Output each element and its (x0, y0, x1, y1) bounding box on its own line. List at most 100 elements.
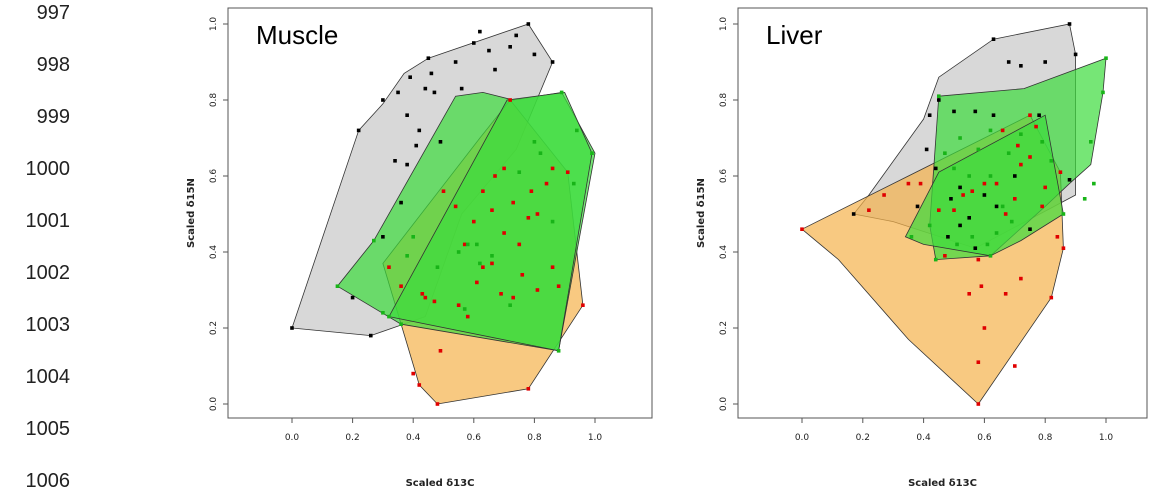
data-point (490, 261, 494, 266)
data-point (958, 136, 962, 140)
data-point (979, 284, 984, 288)
data-point (1037, 113, 1041, 117)
data-point (1040, 140, 1044, 144)
data-point (456, 303, 461, 307)
data-point (493, 67, 497, 72)
hull-3 (904, 114, 1064, 257)
data-point (1019, 162, 1023, 167)
x-tick-label: 1.0 (588, 433, 603, 443)
x-axis-label: Scaled δ13C (908, 478, 977, 489)
x-tick-label: 0.4 (406, 433, 421, 443)
data-point (556, 284, 561, 288)
data-point (475, 242, 479, 247)
data-point (976, 360, 981, 364)
line-number: 998 (36, 54, 70, 76)
data-point (481, 265, 485, 269)
data-point (535, 288, 540, 292)
data-point (994, 181, 999, 186)
data-point (918, 181, 923, 186)
data-point (381, 98, 385, 102)
data-point (399, 322, 403, 326)
y-tick-label: 1.0 (209, 17, 219, 32)
x-tick-label: 0.6 (977, 433, 992, 443)
data-point (973, 246, 978, 250)
data-point (526, 216, 531, 220)
data-point (1028, 113, 1032, 117)
line-number: 997 (36, 2, 70, 24)
data-point (462, 307, 467, 311)
data-point (958, 223, 962, 228)
data-point (435, 265, 440, 269)
x-tick-label: 0.4 (916, 433, 931, 443)
line-number: 1006 (25, 470, 71, 492)
data-point (906, 181, 911, 186)
x-tick-label: 0.8 (1038, 433, 1053, 443)
data-point (502, 166, 506, 171)
data-point (1016, 143, 1020, 148)
chart-panel-muscle: 0.0 0.2 0.4 0.6 0.8 1.0 0.0 0.2 0.4 0.6 0.8 1.0 Scal… (186, 7, 653, 489)
data-point (982, 326, 987, 330)
data-point (1073, 52, 1078, 57)
data-point (559, 90, 564, 95)
data-point (544, 181, 549, 186)
data-point (411, 235, 415, 239)
data-point (350, 295, 355, 300)
y-axis-label: Scaled δ15N (186, 178, 197, 248)
data-point (982, 181, 987, 186)
x-axis-label: Scaled δ13C (406, 478, 475, 489)
data-point (490, 208, 494, 212)
data-point (581, 303, 585, 307)
data-point (417, 128, 422, 133)
data-point (1067, 22, 1072, 26)
y-tick-label: 0.6 (719, 169, 729, 184)
data-point (991, 37, 996, 41)
data-point (915, 204, 920, 209)
data-point (988, 174, 993, 178)
data-point (405, 113, 409, 117)
data-point (414, 143, 419, 148)
data-point (943, 254, 947, 258)
data-point (909, 235, 914, 239)
data-point (478, 261, 482, 266)
data-point (556, 349, 561, 353)
data-point (575, 128, 579, 133)
data-point (472, 41, 476, 45)
y-tick-label: 1.0 (719, 17, 729, 32)
x-tick-label: 0.2 (345, 433, 359, 443)
data-point (472, 219, 476, 224)
line-numbers: 997 998 999 1000 1001 1002 1003 1004 100… (0, 0, 90, 492)
data-point (970, 189, 975, 193)
data-point (493, 174, 497, 178)
data-point (508, 45, 512, 49)
data-point (970, 235, 975, 239)
data-point (1013, 197, 1017, 201)
data-point (514, 33, 519, 38)
data-point (481, 189, 485, 193)
data-point (1013, 364, 1017, 368)
data-point (372, 238, 376, 243)
line-number: 1002 (25, 262, 71, 284)
data-point (502, 231, 506, 235)
y-tick-label: 0.2 (209, 321, 219, 335)
data-point (550, 265, 555, 269)
data-point (867, 208, 871, 212)
data-point (1049, 159, 1054, 163)
data-point (405, 254, 409, 258)
data-point (511, 295, 515, 300)
data-point (982, 193, 987, 197)
data-point (952, 166, 956, 171)
plot-frame (227, 7, 653, 419)
data-point (408, 75, 412, 79)
data-point (994, 204, 999, 209)
data-point (1028, 227, 1032, 231)
line-number: 1004 (25, 366, 71, 388)
data-point (526, 22, 531, 26)
data-point (967, 174, 971, 178)
data-point (1061, 246, 1066, 250)
data-point (991, 113, 996, 117)
data-point (453, 204, 458, 209)
data-point (924, 147, 929, 152)
data-point (927, 223, 932, 228)
data-point (1043, 185, 1047, 190)
